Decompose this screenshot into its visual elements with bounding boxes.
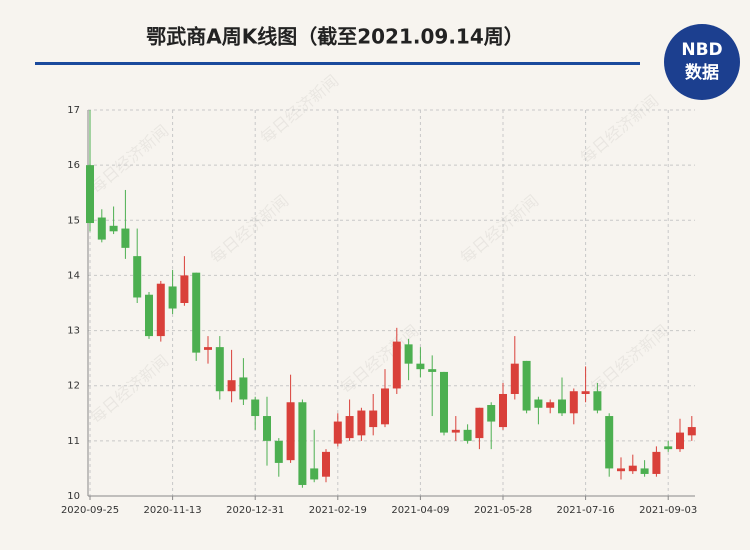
candle-body xyxy=(310,468,319,480)
y-tick-label: 13 xyxy=(67,326,80,337)
candle-body xyxy=(156,283,165,337)
candle-body xyxy=(416,363,425,370)
candle-body xyxy=(86,165,94,224)
candle-body xyxy=(180,275,189,303)
candle-body xyxy=(204,347,212,350)
candle-body xyxy=(322,451,330,477)
x-tick-label: 2020-11-13 xyxy=(144,505,202,516)
y-tick-label: 15 xyxy=(67,215,80,226)
candle-body xyxy=(251,399,260,417)
candle-body xyxy=(286,402,295,461)
candle-body xyxy=(145,294,153,337)
candle-body xyxy=(569,391,578,414)
candle-body xyxy=(263,416,271,441)
candle-body xyxy=(215,347,224,392)
candle-body xyxy=(97,217,106,240)
y-tick-label: 16 xyxy=(67,160,80,171)
candle-body xyxy=(392,341,401,389)
x-tick-label: 2021-07-16 xyxy=(557,505,615,516)
candle-body xyxy=(475,407,484,439)
candle-body xyxy=(522,360,531,411)
logo xyxy=(664,24,740,100)
candle-body xyxy=(333,421,342,444)
candle-body xyxy=(534,399,543,408)
candle-body xyxy=(581,391,590,394)
candle-body xyxy=(617,468,625,472)
x-tick-label: 2021-05-28 xyxy=(474,505,532,516)
candle-body xyxy=(168,286,177,309)
candle-body xyxy=(109,225,118,232)
candle-body xyxy=(428,369,437,372)
logo-text: NBD xyxy=(681,40,722,60)
y-tick-label: 11 xyxy=(67,436,80,447)
candle-body xyxy=(558,399,566,414)
x-tick-label: 2021-04-09 xyxy=(391,505,449,516)
candle-body xyxy=(628,465,637,472)
x-tick-label: 2020-09-25 xyxy=(61,505,119,516)
candle-body xyxy=(121,228,130,248)
candle-body xyxy=(404,344,413,364)
candle-body xyxy=(239,377,248,400)
candle-body xyxy=(546,402,555,408)
candle-body xyxy=(463,429,472,441)
y-tick-label: 17 xyxy=(67,105,80,116)
candle-body xyxy=(510,363,519,394)
logo-text: 数据 xyxy=(685,62,719,83)
y-tick-label: 12 xyxy=(67,381,80,392)
candle-body xyxy=(664,446,673,450)
candle-body xyxy=(345,416,354,439)
candle-body xyxy=(357,410,366,436)
candle-body xyxy=(298,402,307,485)
candle-body xyxy=(133,256,142,298)
candle-body xyxy=(687,427,696,436)
title-rule xyxy=(35,62,640,65)
chart-title: 鄂武商A周K线图（截至2021.09.14周） xyxy=(146,25,524,49)
candle-body xyxy=(274,440,283,463)
candle-body xyxy=(605,416,614,469)
candle-body xyxy=(487,405,496,422)
candle-body xyxy=(499,393,507,428)
x-tick-label: 2021-02-19 xyxy=(309,505,367,516)
y-tick-label: 14 xyxy=(67,270,80,281)
candle-body xyxy=(369,410,378,428)
candle-body xyxy=(227,380,236,392)
candle-body xyxy=(593,391,602,411)
candle-body xyxy=(676,432,684,450)
x-tick-label: 2021-09-03 xyxy=(639,505,697,516)
candle-body xyxy=(192,272,201,353)
candle-body xyxy=(652,451,661,474)
candle-body xyxy=(381,388,389,425)
y-tick-label: 10 xyxy=(67,491,80,502)
x-tick-label: 2020-12-31 xyxy=(226,505,284,516)
candle-body xyxy=(640,468,649,474)
candle-body xyxy=(451,429,460,433)
plot: 10 11 12 13 14 15 16 17 2020-09-25 2020-11-13 2020… xyxy=(61,105,697,516)
candle-body xyxy=(440,371,448,433)
